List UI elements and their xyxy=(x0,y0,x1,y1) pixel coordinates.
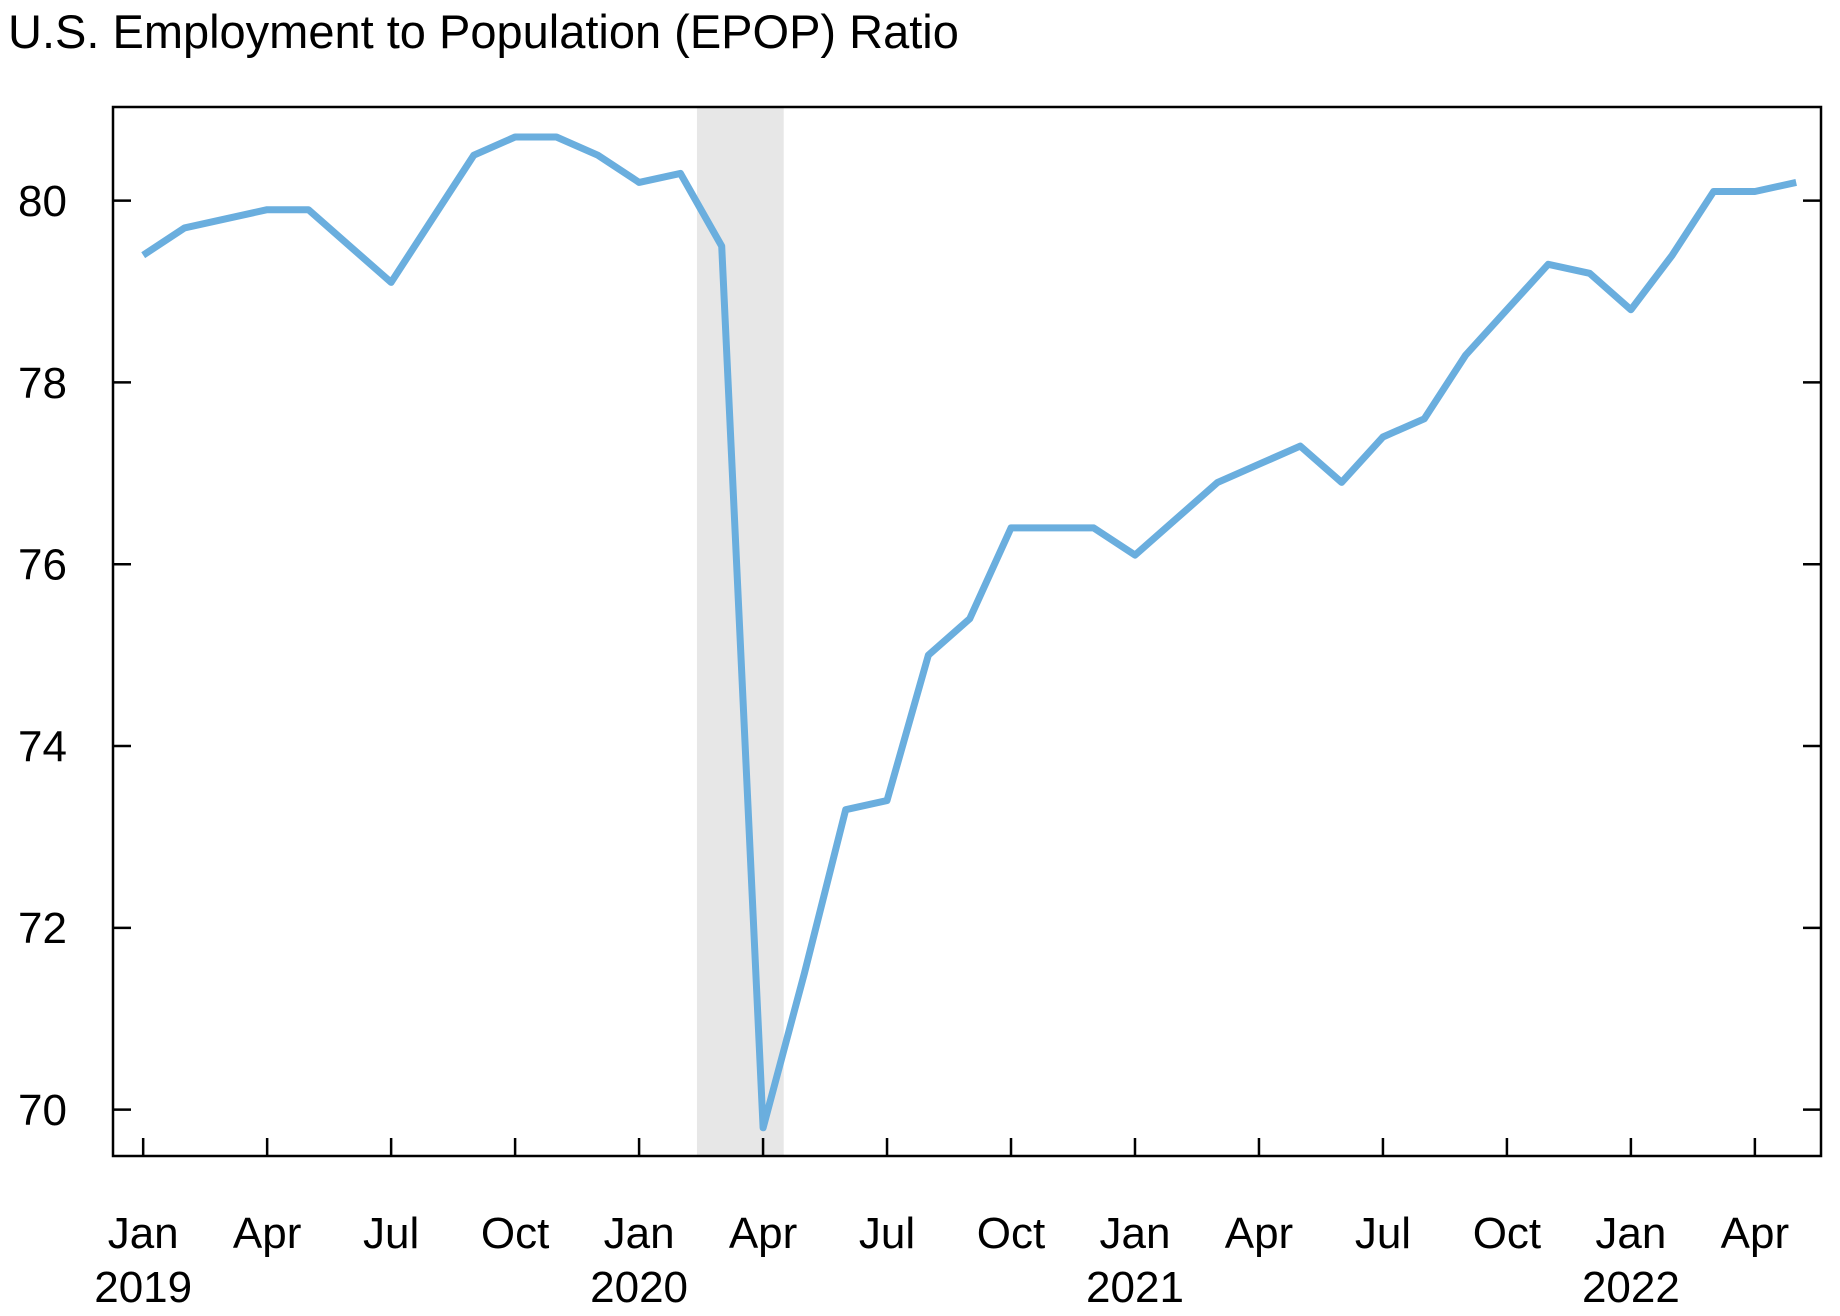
x-tick-year-label: 2022 xyxy=(1582,1263,1680,1312)
y-tick-label: 78 xyxy=(18,359,67,408)
chart-title: U.S. Employment to Population (EPOP) Rat… xyxy=(8,5,959,58)
y-tick-label: 72 xyxy=(18,904,67,953)
y-tick-label: 70 xyxy=(18,1086,67,1135)
epop-series-line xyxy=(141,133,1797,1132)
x-tick-label: Apr xyxy=(233,1209,301,1258)
x-tick-label: Oct xyxy=(481,1209,549,1258)
y-tick-label: 80 xyxy=(18,177,67,226)
x-tick-label: Jan xyxy=(604,1209,675,1258)
x-tick-label: Oct xyxy=(977,1209,1045,1258)
x-tick-year-label: 2020 xyxy=(590,1263,688,1312)
x-tick-label: Jan xyxy=(108,1209,179,1258)
plot-border xyxy=(111,105,1823,1158)
y-tick-label: 74 xyxy=(18,722,67,771)
x-tick-label: Apr xyxy=(729,1209,797,1258)
x-tick-year-label: 2021 xyxy=(1086,1263,1184,1312)
x-tick-label: Jul xyxy=(1355,1209,1411,1258)
x-tick-label: Jul xyxy=(859,1209,915,1258)
x-tick-label: Apr xyxy=(1721,1209,1789,1258)
y-tick-label: 76 xyxy=(18,541,67,590)
x-tick-label: Oct xyxy=(1473,1209,1541,1258)
x-tick-year-label: 2019 xyxy=(94,1263,192,1312)
x-tick-label: Jan xyxy=(1595,1209,1666,1258)
x-tick-label: Jul xyxy=(363,1209,419,1258)
x-tick-label: Apr xyxy=(1225,1209,1293,1258)
x-tick-label: Jan xyxy=(1100,1209,1171,1258)
